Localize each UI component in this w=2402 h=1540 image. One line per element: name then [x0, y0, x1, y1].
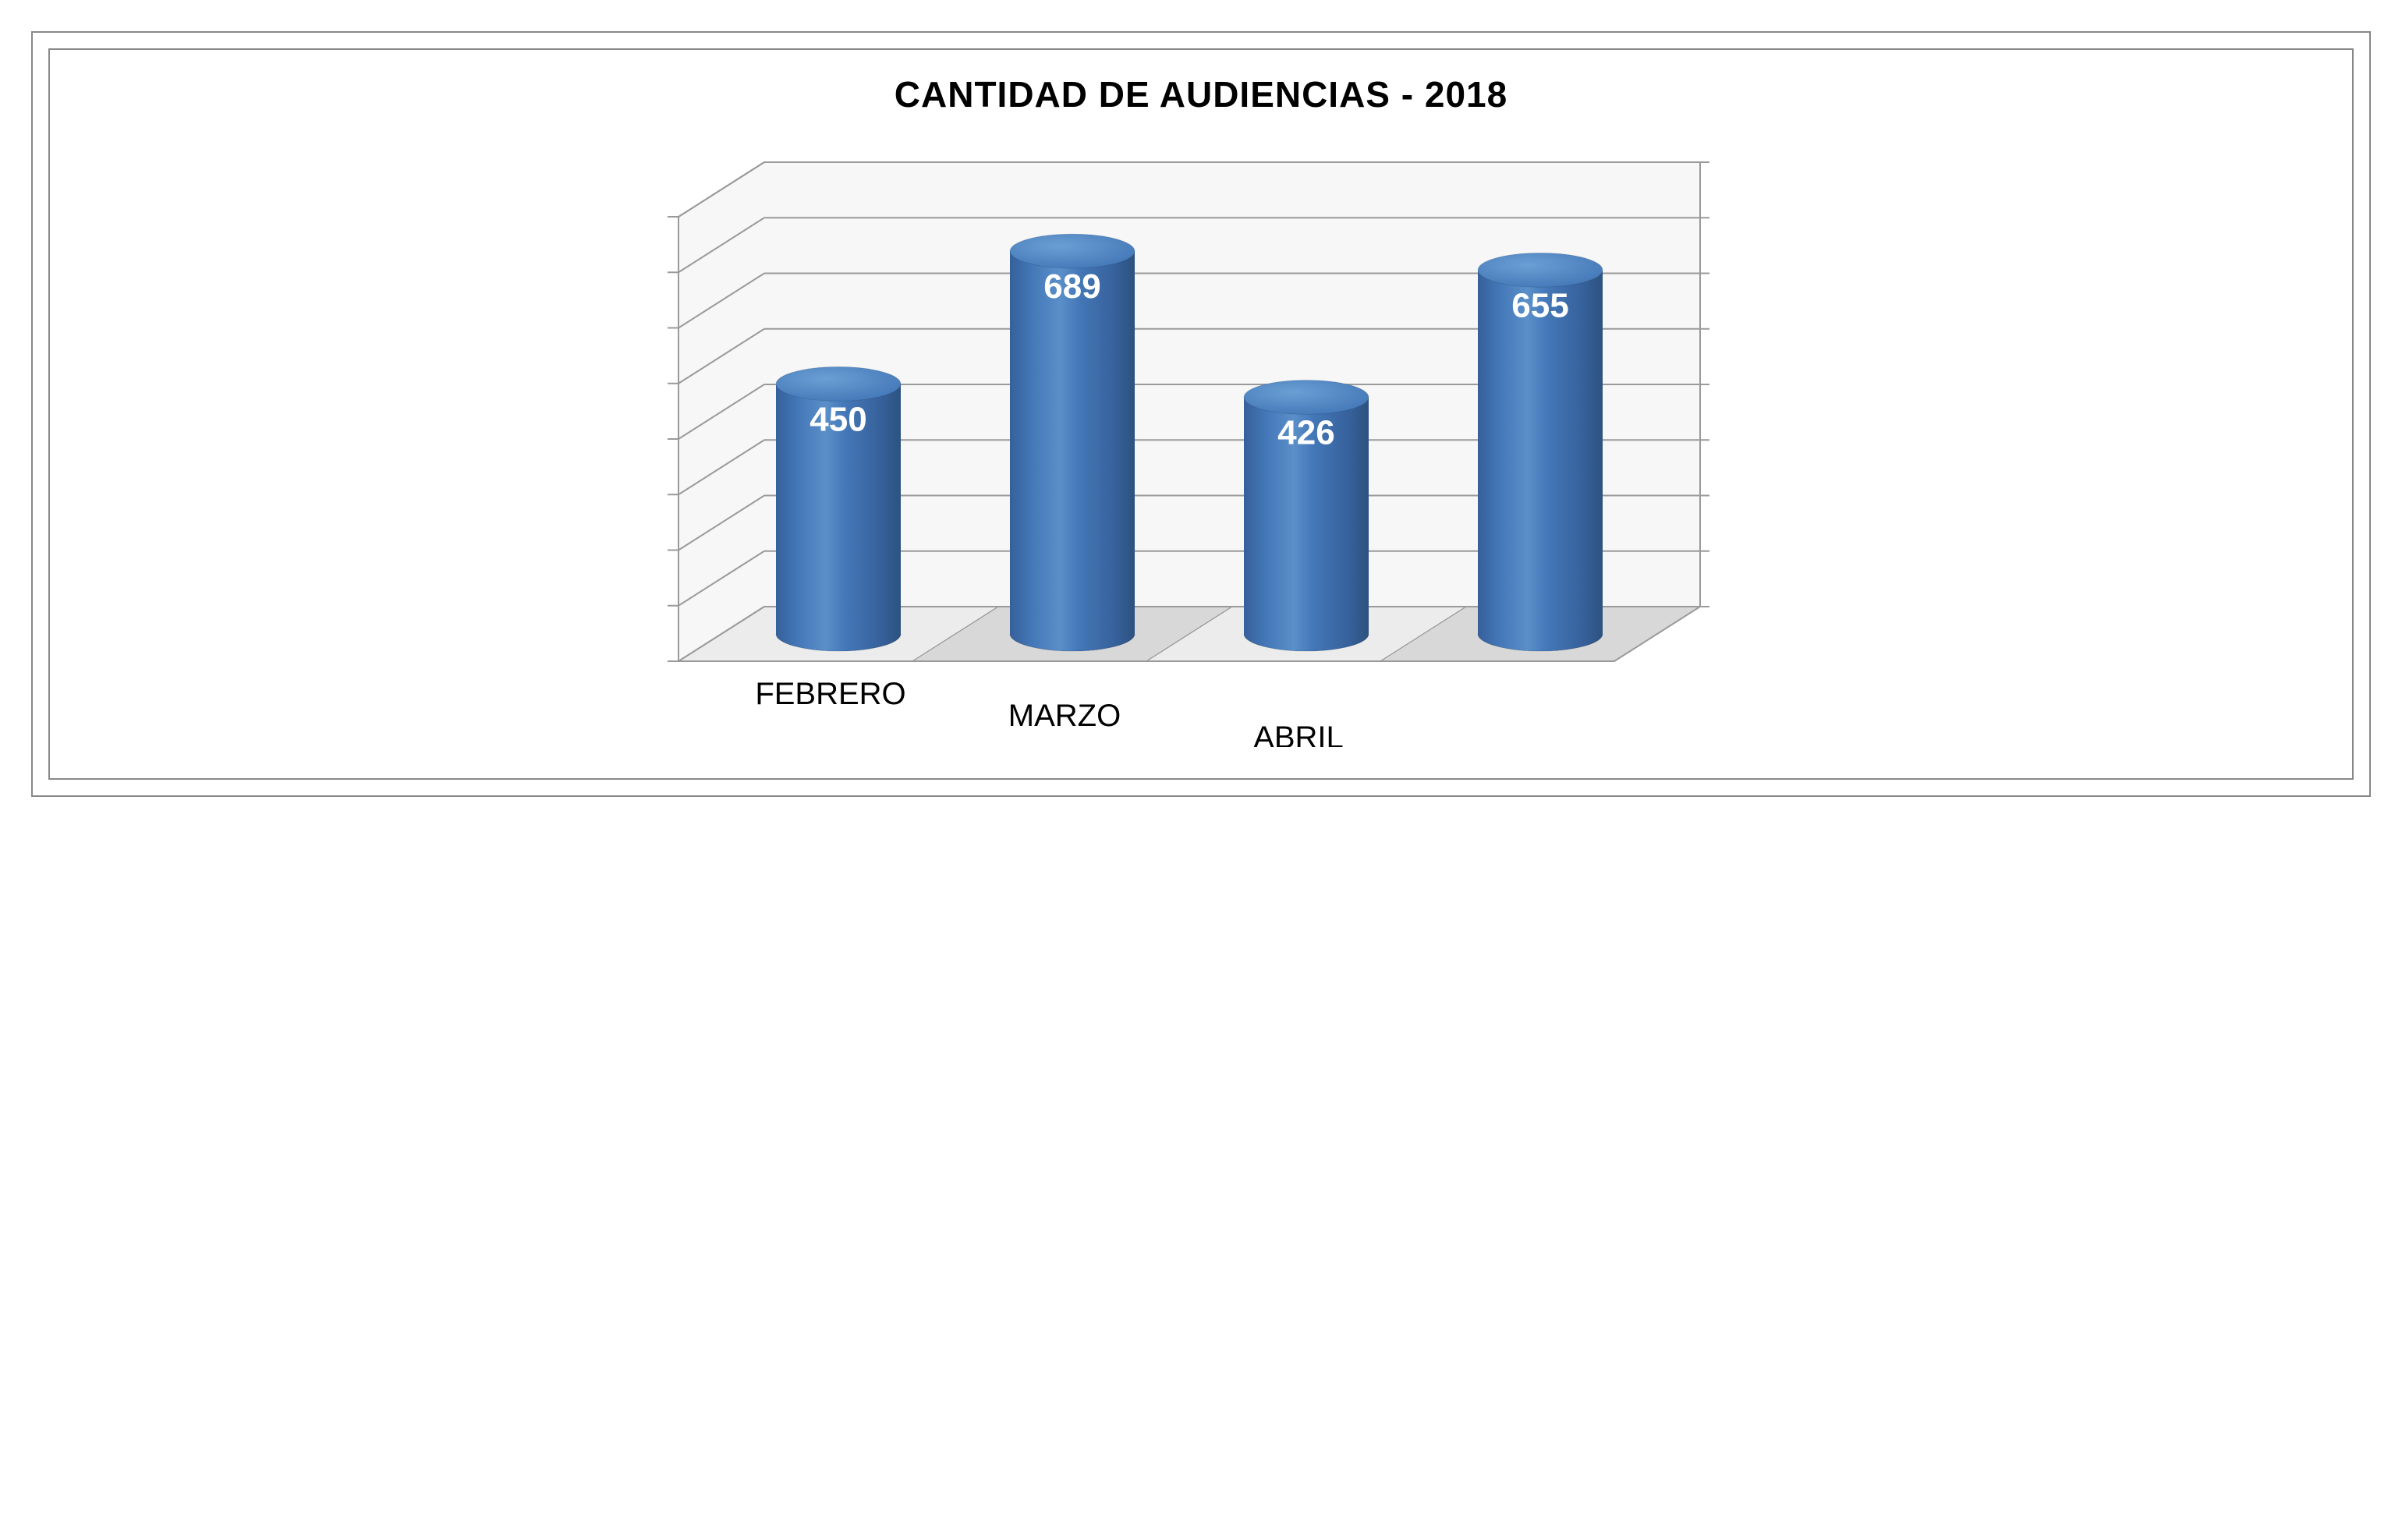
- bar-value-label: 450: [810, 400, 866, 438]
- category-label: MARZO: [1008, 699, 1121, 733]
- chart-title: CANTIDAD DE AUDIENCIAS - 2018: [81, 73, 2321, 115]
- bar-value-label: 426: [1277, 413, 1334, 451]
- category-label: MAYO: [1488, 742, 1578, 747]
- chart-inner-frame: CANTIDAD DE AUDIENCIAS - 2018 450 FEBRERO…: [48, 48, 2354, 780]
- bar-value-label: 655: [1511, 286, 1568, 324]
- bar-mayo: 655: [1478, 253, 1603, 651]
- bar-chart-3d: 450 FEBRERO 689 MARZO 426 ABRIL 655 MAYO: [81, 139, 2321, 747]
- category-label: FEBRERO: [755, 677, 905, 711]
- chart-plot-area: 450 FEBRERO 689 MARZO 426 ABRIL 655 MAYO: [81, 139, 2321, 747]
- bar-marzo: 689: [1010, 234, 1135, 651]
- bar-value-label: 689: [1043, 267, 1100, 306]
- bar-febrero: 450: [776, 366, 901, 651]
- category-label: ABRIL: [1253, 720, 1344, 747]
- chart-outer-frame: CANTIDAD DE AUDIENCIAS - 2018 450 FEBRERO…: [31, 31, 2371, 797]
- bar-abril: 426: [1244, 380, 1369, 651]
